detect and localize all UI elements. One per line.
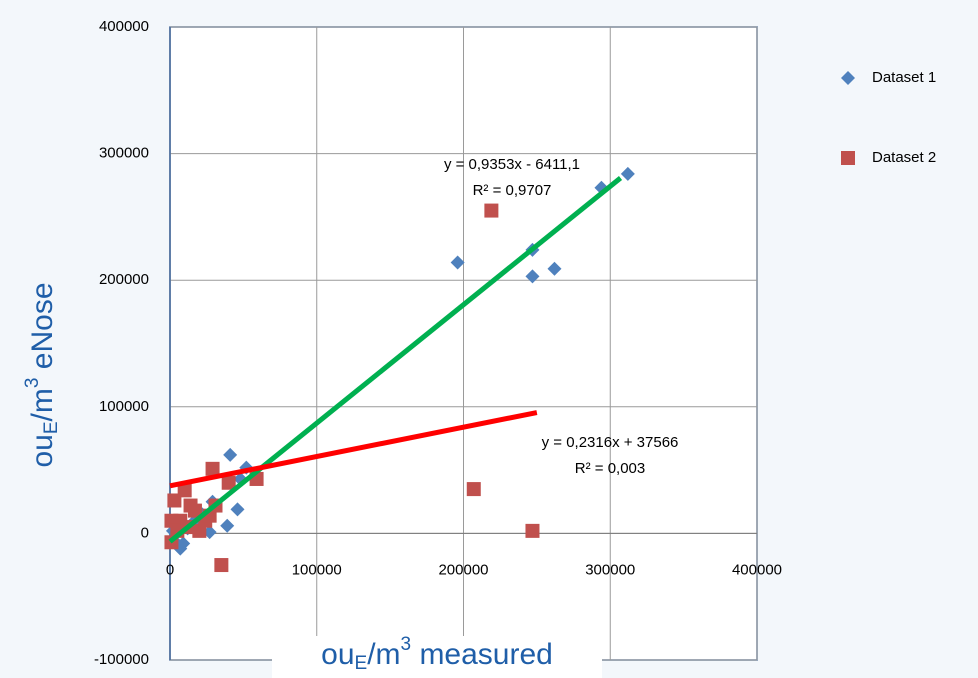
- trendline-r2: R² = 0,003: [575, 460, 645, 477]
- marks: [164, 166, 635, 573]
- point: [221, 475, 236, 490]
- legend-label: Dataset 1: [872, 69, 936, 86]
- y-tick-label: 300000: [99, 145, 149, 162]
- x-title-sup: 3: [401, 634, 412, 655]
- y-title-part: eNose: [26, 282, 59, 377]
- trendline-r2: R² = 0,9707: [473, 182, 552, 199]
- x-title-part: measured: [411, 638, 553, 671]
- point: [177, 483, 192, 498]
- y-title-sub: E: [41, 421, 62, 434]
- trendline: [168, 176, 623, 544]
- x-tick-label: 400000: [732, 561, 782, 578]
- legend-marker: [841, 71, 855, 85]
- point: [466, 482, 481, 497]
- x-title-part: ou: [321, 638, 354, 671]
- point: [214, 558, 229, 573]
- point: [484, 203, 499, 218]
- point: [525, 269, 540, 284]
- y-title-sup: 3: [22, 378, 43, 389]
- x-tick-label: 0: [166, 561, 174, 578]
- grid: [169, 26, 758, 661]
- y-tick-label: 100000: [99, 398, 149, 415]
- x-label-background: [272, 636, 602, 678]
- y-title-part: ou: [26, 434, 59, 467]
- x-axis-title: ouE/m3 measured: [321, 634, 553, 674]
- x-title-sub: E: [355, 653, 368, 674]
- trendline: [169, 410, 538, 489]
- point: [176, 536, 191, 551]
- y-tick-label: 0: [141, 524, 149, 541]
- x-tick-label: 300000: [585, 561, 635, 578]
- y-tick-label: 200000: [99, 271, 149, 288]
- legend-marker: [841, 151, 855, 165]
- legend-label: Dataset 2: [872, 149, 936, 166]
- y-axis-title: ouE/m3 eNose: [22, 282, 62, 467]
- trendline-equation: y = 0,2316x + 37566: [542, 434, 679, 451]
- point: [525, 523, 540, 538]
- point: [205, 461, 220, 476]
- y-tick-label: -100000: [94, 651, 149, 668]
- x-tick-label: 100000: [292, 561, 342, 578]
- point: [547, 261, 562, 276]
- x-tick-label: 200000: [438, 561, 488, 578]
- y-tick-label: 400000: [99, 18, 149, 35]
- point: [450, 255, 465, 270]
- point: [220, 518, 235, 533]
- x-title-part: /m: [367, 638, 400, 671]
- point: [230, 502, 245, 517]
- trendline-equation: y = 0,9353x - 6411,1: [444, 156, 580, 173]
- point: [223, 447, 238, 462]
- y-title-part: /m: [26, 388, 59, 421]
- point: [620, 166, 635, 181]
